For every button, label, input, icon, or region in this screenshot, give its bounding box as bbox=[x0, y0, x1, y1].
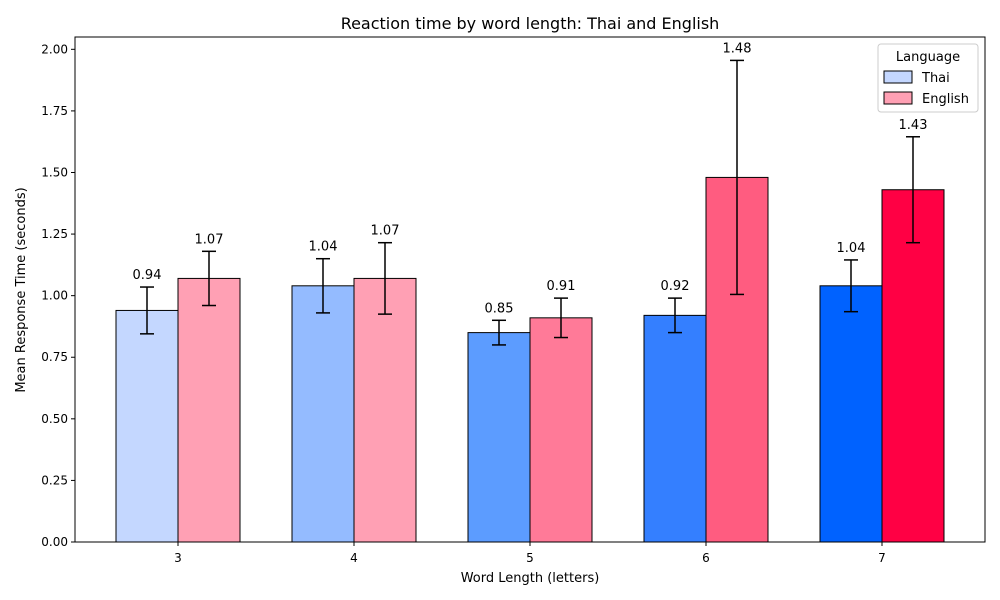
y-axis-label: Mean Response Time (seconds) bbox=[14, 187, 29, 392]
data-label: 0.85 bbox=[485, 301, 514, 316]
legend-swatch-thai bbox=[883, 70, 913, 84]
bar-thai-5 bbox=[467, 332, 531, 543]
bar-thai-7 bbox=[819, 285, 883, 543]
legend-label-thai: Thai bbox=[921, 71, 950, 86]
bar-english-3 bbox=[177, 277, 241, 543]
y-tick-label: 1.25 bbox=[41, 227, 68, 241]
data-label: 0.92 bbox=[661, 279, 690, 294]
legend-title: Language bbox=[896, 50, 960, 65]
bar-thai-6 bbox=[643, 314, 707, 543]
data-label: 0.94 bbox=[133, 268, 162, 283]
x-tick-label: 3 bbox=[174, 551, 182, 565]
x-tick-label: 4 bbox=[350, 551, 358, 565]
legend-label-english: English bbox=[922, 92, 969, 107]
data-label: 1.07 bbox=[371, 224, 400, 239]
y-tick-label: 0.25 bbox=[41, 473, 68, 487]
plot-area: 0.00 0.25 0.50 0.75 1.00 1.25 1.50 1.75 2.00 3 4 5 6… bbox=[41, 41, 945, 565]
x-tick-label: 6 bbox=[702, 551, 710, 565]
data-label: 1.07 bbox=[195, 232, 224, 247]
bar-english-4 bbox=[353, 277, 417, 543]
y-tick-label: 1.00 bbox=[41, 289, 68, 303]
x-axis-label: Word Length (letters) bbox=[461, 571, 600, 586]
bar-thai-3 bbox=[115, 309, 179, 543]
chart-title: Reaction time by word length: Thai and E… bbox=[341, 14, 720, 33]
y-tick-label: 0.50 bbox=[41, 412, 68, 426]
data-label: 1.04 bbox=[837, 241, 866, 256]
legend: Language Thai English bbox=[877, 43, 979, 113]
legend-swatch-english bbox=[883, 91, 913, 105]
y-tick-label: 2.00 bbox=[41, 42, 68, 56]
x-tick-label: 5 bbox=[526, 551, 534, 565]
plot-frame bbox=[74, 36, 986, 543]
data-label: 1.43 bbox=[899, 118, 928, 133]
data-label: 1.04 bbox=[309, 240, 338, 255]
bar-thai-4 bbox=[291, 285, 355, 543]
data-label: 0.91 bbox=[547, 279, 576, 294]
bar-english-5 bbox=[529, 317, 593, 543]
y-tick-label: 1.75 bbox=[41, 104, 68, 118]
y-tick-label: 1.50 bbox=[41, 165, 68, 179]
x-tick-label: 7 bbox=[878, 551, 886, 565]
data-label: 1.48 bbox=[723, 41, 752, 56]
y-tick-label: 0.00 bbox=[41, 535, 68, 549]
bar-english-7 bbox=[881, 189, 945, 543]
y-tick-label: 0.75 bbox=[41, 350, 68, 364]
